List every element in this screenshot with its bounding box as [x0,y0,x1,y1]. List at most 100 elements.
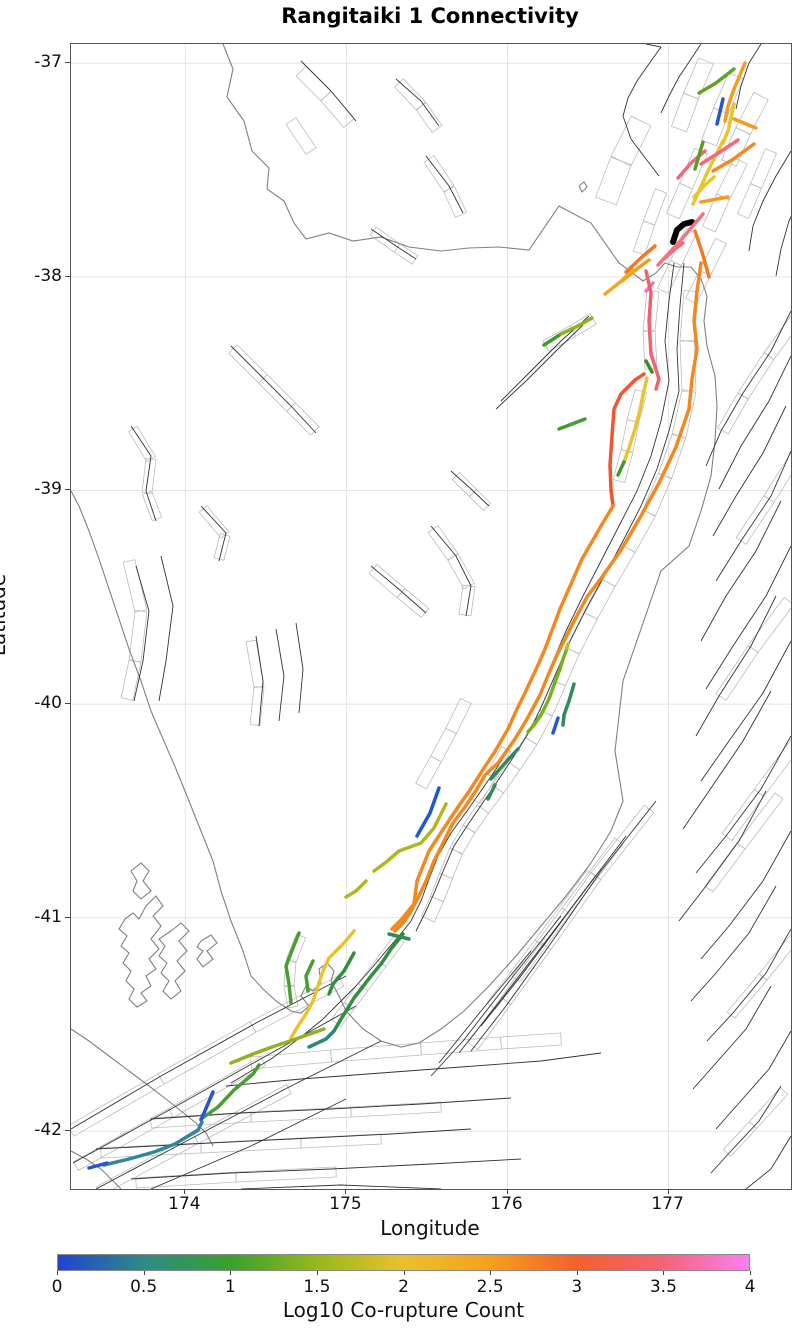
marlborough-sounds-3 [196,934,218,968]
colorbar [57,1254,750,1271]
rupture-trace [699,195,730,204]
y-tick-label: -39 [34,479,62,500]
rupture-trace [732,117,758,130]
rupture-trace [199,1090,215,1122]
x-tick-label: 177 [651,1194,684,1214]
tick-mark [65,916,70,918]
tick-mark [316,1271,318,1275]
rupture-trace [692,175,716,199]
colorbar-tick-label: 1.5 [303,1277,331,1297]
rupture-trace [542,332,563,347]
y-tick-label: -37 [34,52,62,73]
x-tick-label: 176 [490,1194,523,1214]
rupture-trace [644,269,661,391]
colorbar-tick-label: 2 [398,1277,409,1297]
rupture-trace [557,417,587,431]
tick-mark [65,1130,70,1132]
rangitaiki-source-fault [670,219,695,245]
y-axis-label: Latitude [0,573,10,657]
rupture-trace [332,932,405,1033]
tick-mark [230,1271,232,1275]
rupture-trace [327,951,356,996]
marlborough-sounds-2 [158,922,190,1000]
north-island-east-coast [222,44,718,1048]
rupture-trace [608,372,646,508]
rupture-trace [390,504,615,931]
y-tick-label: -42 [34,1120,62,1141]
rupture-trace [551,716,560,735]
x-tick-label: 174 [168,1194,201,1214]
white-island [578,181,588,193]
rupture-trace [624,244,657,274]
rupture-trace [603,268,635,296]
rupture-trace [393,261,703,933]
tick-mark [490,1271,492,1275]
colorbar-tick-label: 0 [51,1277,63,1297]
rupture-trace [699,138,740,166]
colorbar-tick-label: 1 [224,1277,236,1297]
rupture-trace [622,376,649,464]
tick-mark [184,1189,186,1194]
rupture-trace [229,1027,326,1065]
y-tick-label: -40 [34,693,62,714]
y-tick-label: -38 [34,265,62,286]
colorbar-tick-label: 0.5 [130,1277,158,1297]
y-tick-label: -41 [34,906,62,927]
west-coast [71,490,252,977]
tick-mark [57,1271,58,1275]
rupture-trace [616,460,626,477]
rupture-trace [561,682,576,727]
rupture-trace [697,67,736,95]
rupture-trace [559,316,594,336]
colorbar-tick-label: 3.5 [649,1277,677,1297]
tick-mark [667,1189,669,1194]
rupture-trace [711,142,756,173]
rupture-trace [656,212,705,267]
colorbar-tick-label: 3 [571,1277,583,1297]
chart-title: Rangitaiki 1 Connectivity [281,4,579,28]
tick-mark [403,1271,405,1275]
rupture-trace [289,929,356,1040]
x-tick-label: 175 [329,1194,362,1214]
colorbar-label: Log10 Co-rupture Count [282,1298,525,1322]
rupture-trace [372,802,448,873]
marlborough-sounds-1 [118,895,164,1008]
rupture-trace [87,1161,109,1170]
rupture-trace [344,879,368,899]
south-island-coast-a [71,1028,214,1147]
map-plot-area [70,43,792,1190]
rupture-trace [721,102,736,145]
rupture-trace [526,649,568,734]
x-axis-label: Longitude [380,1216,480,1240]
durville-island [130,862,152,900]
tick-mark [750,1271,751,1275]
tick-mark [506,1189,508,1194]
tick-mark [576,1271,578,1275]
rupture-trace [715,97,725,126]
rupture-trace [284,931,301,1005]
tick-mark [65,62,70,64]
rupture-trace [693,140,705,171]
tick-mark [663,1271,665,1275]
rupture-trace [307,1029,336,1049]
rupture-trace [304,959,315,993]
rupture-trace [199,1063,261,1121]
tick-mark [65,275,70,277]
rupture-trace [486,783,497,801]
rupture-trace [693,229,711,279]
rupture-trace [415,786,441,838]
rupture-trace [644,359,654,374]
rupture-trace [489,747,520,781]
south-island-coast-b [71,1150,122,1189]
colorbar-tick-label: 4 [744,1277,756,1297]
wellington-harbour [250,962,347,1014]
map-canvas [71,44,791,1189]
rupture-trace [102,1120,204,1167]
tick-mark [65,489,70,491]
colorbar-tick-label: 2.5 [476,1277,504,1297]
rupture-trace [723,61,747,123]
tick-mark [345,1189,347,1194]
tick-mark [65,703,70,705]
tick-mark [143,1271,145,1275]
